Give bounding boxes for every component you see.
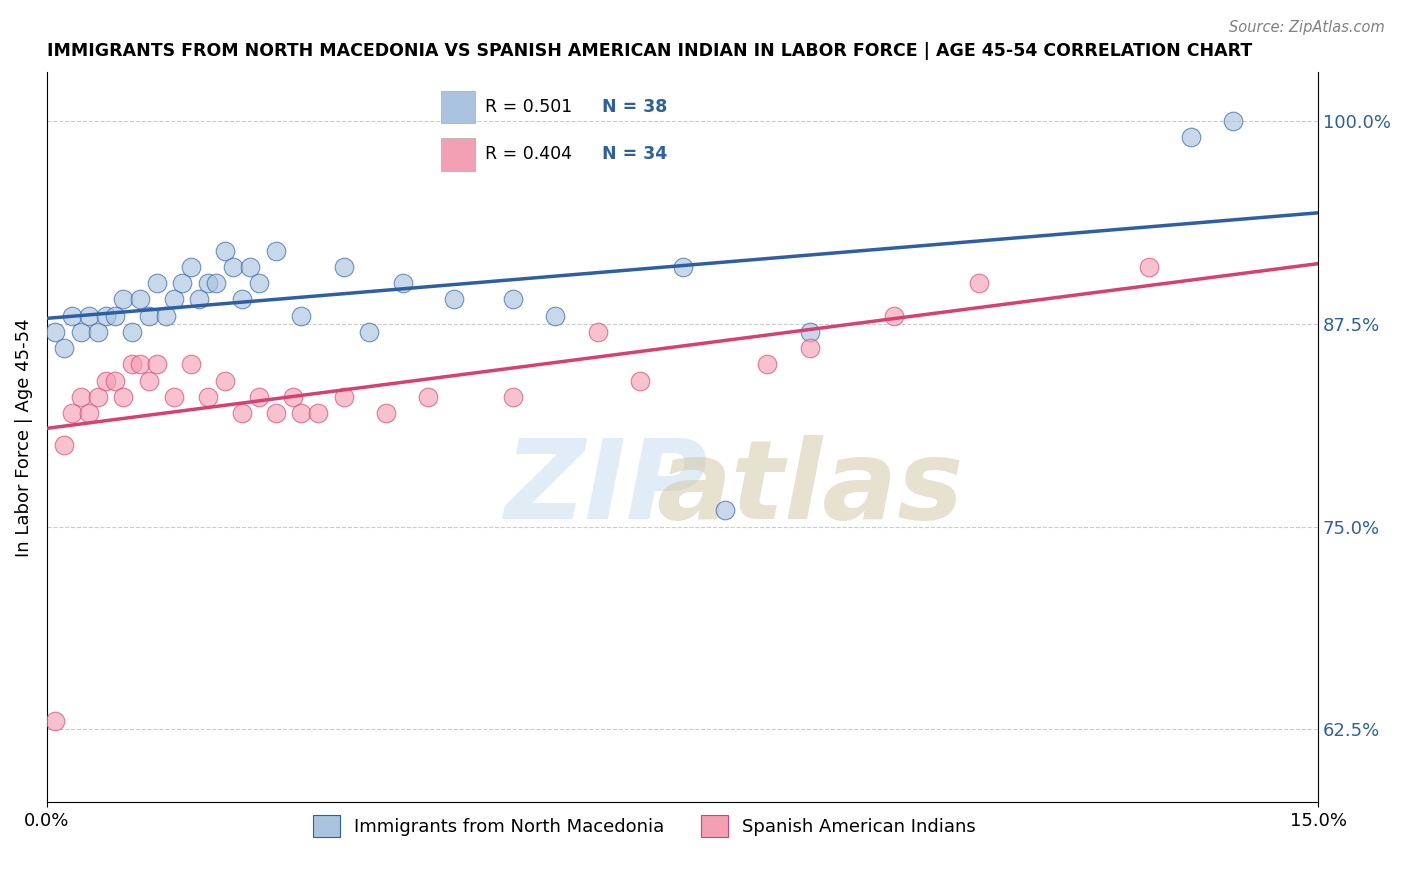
- Point: [357, 325, 380, 339]
- Text: R = 0.501: R = 0.501: [485, 98, 572, 116]
- Point: [1180, 130, 1202, 145]
- Point: [290, 406, 312, 420]
- Point: [197, 277, 219, 291]
- Text: Source: ZipAtlas.com: Source: ZipAtlas.com: [1229, 20, 1385, 35]
- Point: [307, 406, 329, 420]
- Point: [146, 277, 169, 291]
- Point: [883, 309, 905, 323]
- Point: [502, 390, 524, 404]
- Point: [87, 325, 110, 339]
- Point: [121, 357, 143, 371]
- Point: [138, 309, 160, 323]
- Point: [96, 374, 118, 388]
- Point: [60, 309, 83, 323]
- Point: [163, 390, 186, 404]
- Point: [60, 406, 83, 420]
- Point: [52, 438, 75, 452]
- Point: [544, 309, 567, 323]
- Point: [332, 260, 354, 274]
- Point: [214, 374, 236, 388]
- Point: [628, 374, 651, 388]
- Point: [1137, 260, 1160, 274]
- Point: [967, 277, 990, 291]
- Point: [799, 341, 821, 355]
- Point: [332, 390, 354, 404]
- Point: [231, 406, 253, 420]
- Point: [374, 406, 396, 420]
- Point: [155, 309, 177, 323]
- Point: [96, 309, 118, 323]
- Point: [214, 244, 236, 258]
- Bar: [441, 91, 475, 123]
- Point: [188, 293, 211, 307]
- Point: [180, 260, 202, 274]
- Point: [756, 357, 779, 371]
- Point: [197, 390, 219, 404]
- Point: [264, 244, 287, 258]
- Point: [264, 406, 287, 420]
- Point: [129, 357, 152, 371]
- Point: [222, 260, 245, 274]
- Point: [799, 325, 821, 339]
- Point: [281, 390, 304, 404]
- Point: [104, 374, 127, 388]
- Point: [443, 293, 465, 307]
- Point: [586, 325, 609, 339]
- Point: [714, 503, 737, 517]
- Point: [502, 293, 524, 307]
- Point: [172, 277, 194, 291]
- Point: [112, 390, 135, 404]
- Legend: Immigrants from North Macedonia, Spanish American Indians: Immigrants from North Macedonia, Spanish…: [305, 808, 983, 845]
- Point: [163, 293, 186, 307]
- Point: [138, 374, 160, 388]
- Text: R = 0.404: R = 0.404: [485, 145, 571, 163]
- Point: [247, 390, 270, 404]
- Point: [205, 277, 228, 291]
- Text: N = 34: N = 34: [602, 145, 668, 163]
- Point: [104, 309, 127, 323]
- Point: [129, 293, 152, 307]
- Point: [69, 390, 91, 404]
- Point: [290, 309, 312, 323]
- Point: [418, 390, 440, 404]
- Point: [239, 260, 262, 274]
- Bar: [441, 137, 475, 170]
- Point: [87, 390, 110, 404]
- Text: IMMIGRANTS FROM NORTH MACEDONIA VS SPANISH AMERICAN INDIAN IN LABOR FORCE | AGE : IMMIGRANTS FROM NORTH MACEDONIA VS SPANI…: [46, 42, 1253, 60]
- Text: ZIP: ZIP: [505, 435, 709, 542]
- Point: [231, 293, 253, 307]
- Point: [44, 714, 66, 728]
- Point: [146, 357, 169, 371]
- Point: [112, 293, 135, 307]
- Point: [1222, 114, 1244, 128]
- Point: [392, 277, 415, 291]
- Point: [247, 277, 270, 291]
- Text: atlas: atlas: [657, 435, 963, 542]
- Point: [121, 325, 143, 339]
- Point: [44, 325, 66, 339]
- Point: [77, 309, 100, 323]
- Y-axis label: In Labor Force | Age 45-54: In Labor Force | Age 45-54: [15, 318, 32, 557]
- Text: N = 38: N = 38: [602, 98, 668, 116]
- Point: [77, 406, 100, 420]
- Point: [52, 341, 75, 355]
- Point: [69, 325, 91, 339]
- Point: [671, 260, 693, 274]
- Point: [180, 357, 202, 371]
